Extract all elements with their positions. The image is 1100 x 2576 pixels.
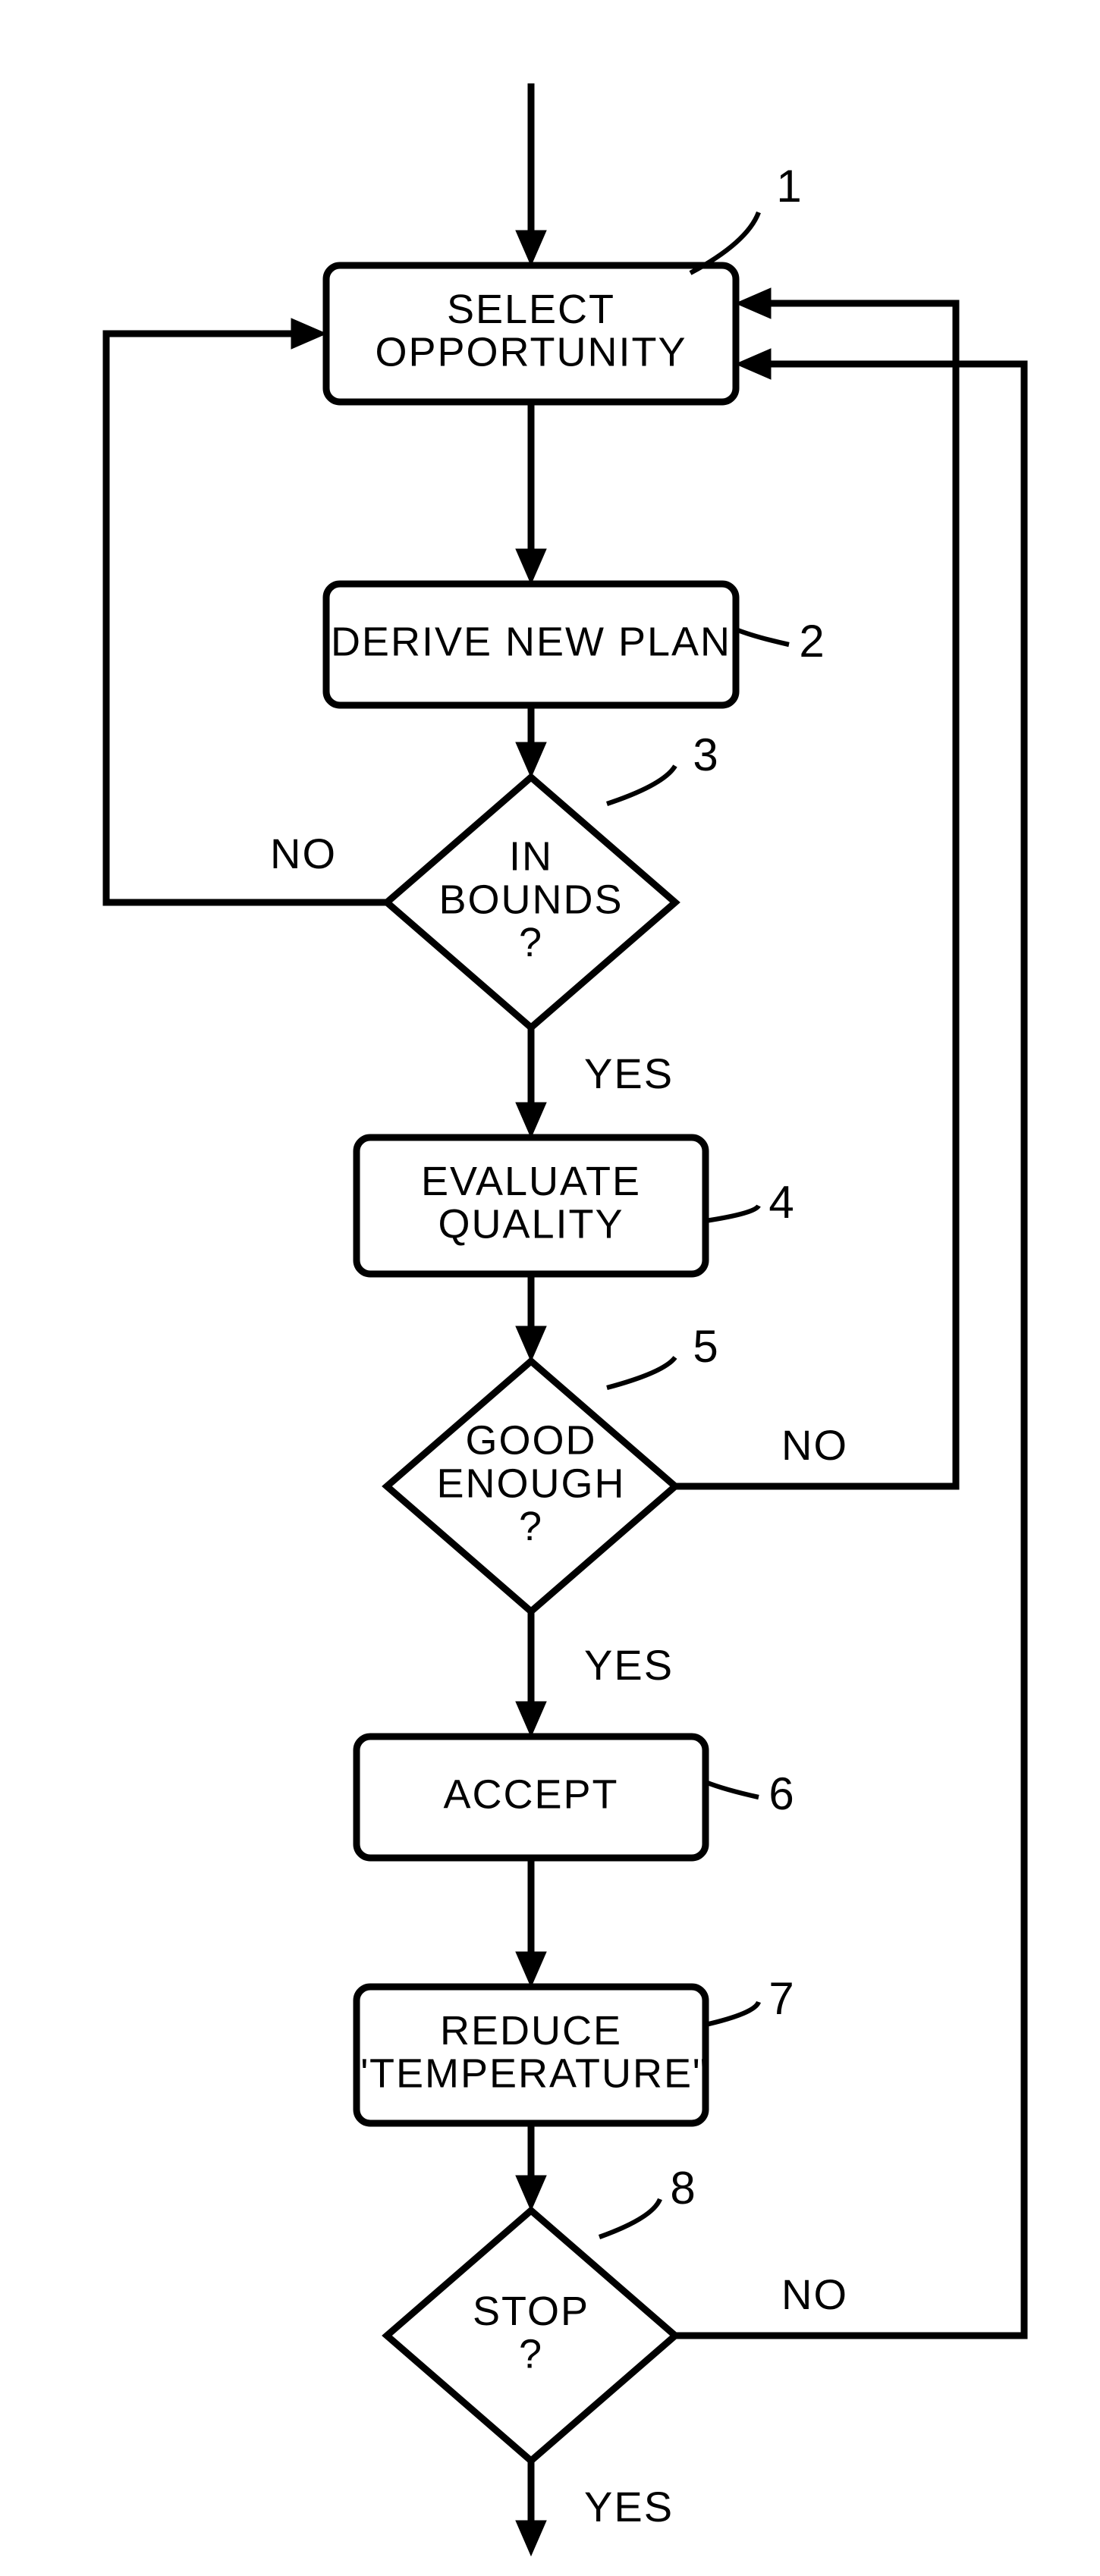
node-n2: DERIVE NEW PLAN: [326, 584, 736, 705]
node-n1: SELECTOPPORTUNITY: [326, 265, 736, 402]
tag-leader-n3: [607, 766, 675, 804]
tag-label-n5: 5: [693, 1321, 718, 1372]
tag-leader-n7: [706, 2002, 759, 2025]
tag-label-n2: 2: [799, 616, 824, 667]
node-n4: EVALUATEQUALITY: [357, 1137, 706, 1274]
node-n3: INBOUNDS?: [387, 777, 675, 1028]
node-n8-line-0: STOP: [473, 2289, 589, 2334]
tag-leader-n2: [736, 629, 789, 645]
node-n5-line-0: GOOD: [465, 1418, 596, 1464]
node-n4-line-1: QUALITY: [438, 1202, 624, 1247]
edge-label-n3-no-n1: NO: [270, 830, 337, 877]
edge-label-n8-exit: YES: [584, 2483, 674, 2531]
node-n3-line-0: IN: [509, 834, 553, 880]
tag-leader-n6: [706, 1782, 759, 1797]
node-n7-line-0: REDUCE: [440, 2008, 622, 2054]
edge-label-n3-n4: YES: [584, 1050, 674, 1097]
edge-label-n8-no-n1: NO: [781, 2270, 848, 2318]
tag-label-n1: 1: [776, 161, 801, 212]
node-n7: REDUCE"TEMPERATURE": [354, 1987, 709, 2123]
node-n6: ACCEPT: [357, 1737, 706, 1858]
node-n4-line-0: EVALUATE: [421, 1159, 641, 1204]
node-n8: STOP?: [387, 2210, 675, 2461]
tag-label-n6: 6: [768, 1768, 794, 1819]
tag-label-n4: 4: [768, 1177, 794, 1228]
node-n3-line-1: BOUNDS: [438, 877, 623, 922]
tag-label-n3: 3: [693, 730, 718, 780]
node-n2-line-0: DERIVE NEW PLAN: [331, 619, 731, 664]
tag-leader-n8: [599, 2199, 660, 2237]
node-n1-line-0: SELECT: [447, 287, 615, 332]
edge-label-n5-n6: YES: [584, 1641, 674, 1689]
node-n5-line-2: ?: [519, 1504, 543, 1549]
tag-leader-n4: [706, 1206, 759, 1221]
edge-label-n5-no-n1: NO: [781, 1421, 848, 1469]
tag-leader-n5: [607, 1357, 675, 1388]
flowchart-canvas: YES YES YES NO NO NO SELECTOPPORTUNITY DERIVE N…: [0, 0, 1100, 2576]
node-n5: GOODENOUGH?: [387, 1361, 675, 1611]
node-n1-line-1: OPPORTUNITY: [375, 330, 687, 375]
node-n6-line-0: ACCEPT: [443, 1771, 618, 1817]
node-n3-line-2: ?: [519, 920, 543, 965]
tag-label-n7: 7: [768, 1973, 794, 2024]
node-n8-line-1: ?: [519, 2332, 543, 2377]
edge-n5-no-n1: [675, 303, 956, 1486]
node-n5-line-1: ENOUGH: [436, 1461, 625, 1506]
node-n7-line-1: "TEMPERATURE": [354, 2051, 709, 2097]
tag-label-n8: 8: [670, 2163, 695, 2214]
